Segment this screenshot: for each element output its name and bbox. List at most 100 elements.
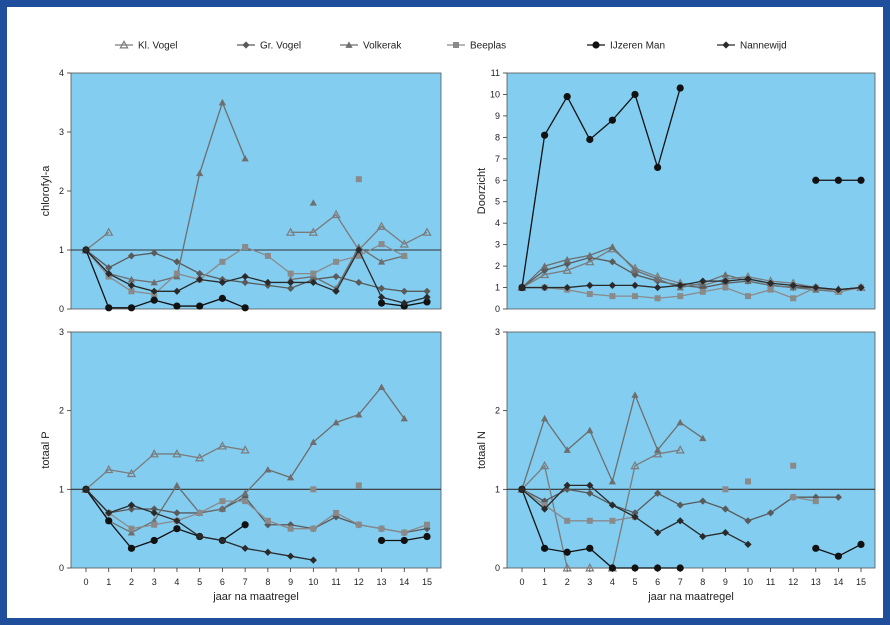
- data-point: [332, 272, 340, 281]
- y-tick-label: 1: [495, 283, 500, 293]
- plot-area: [506, 331, 876, 569]
- data-point: [285, 227, 296, 236]
- data-point: [150, 509, 158, 517]
- legend-marker: [345, 41, 353, 48]
- data-point: [812, 498, 819, 505]
- x-tick-label: 12: [354, 577, 364, 587]
- data-point: [585, 256, 595, 266]
- data-point: [586, 481, 594, 489]
- data-point: [105, 509, 113, 517]
- series-line: [521, 489, 681, 569]
- data-point: [632, 293, 638, 300]
- data-point: [400, 414, 408, 422]
- series-line: [521, 87, 681, 288]
- data-point: [608, 564, 617, 572]
- data-point: [812, 283, 820, 292]
- y-tick-label: 1: [495, 484, 500, 494]
- data-point: [173, 509, 181, 517]
- data-point: [608, 116, 617, 124]
- y-tick-label: 8: [495, 132, 500, 142]
- data-point: [173, 517, 181, 525]
- data-point: [241, 304, 249, 312]
- data-point: [287, 473, 295, 481]
- data-point: [104, 227, 114, 236]
- x-tick-label: 4: [174, 577, 179, 587]
- legend-item: IJzeren Man: [587, 41, 665, 52]
- y-axis-label: totaal N: [476, 431, 488, 469]
- legend-item: Volkerak: [340, 41, 402, 52]
- data-point: [309, 278, 317, 287]
- legend-item: Kl. Vogel: [115, 40, 177, 52]
- data-point: [423, 293, 431, 301]
- data-point: [586, 281, 594, 289]
- data-point: [128, 525, 135, 532]
- data-point: [105, 270, 113, 278]
- x-tick-label: 10: [743, 577, 753, 587]
- series-line: [521, 246, 862, 293]
- data-point: [127, 304, 136, 312]
- data-point: [264, 521, 272, 529]
- data-point: [105, 264, 113, 272]
- data-point: [331, 209, 341, 219]
- data-point: [608, 258, 616, 266]
- data-point: [608, 501, 616, 509]
- legend-label: Nannewijd: [740, 41, 787, 52]
- data-point: [539, 460, 550, 470]
- data-point: [378, 241, 385, 248]
- x-tick-label: 1: [542, 577, 547, 587]
- series: [518, 84, 865, 292]
- x-tick-label: 2: [129, 577, 134, 587]
- data-point: [217, 441, 228, 450]
- data-point: [127, 281, 136, 289]
- data-point: [676, 501, 684, 509]
- data-point: [654, 283, 662, 292]
- data-point: [355, 521, 362, 528]
- x-tick-label: 11: [766, 577, 775, 587]
- y-tick-label: 4: [59, 68, 64, 78]
- data-point: [150, 278, 158, 286]
- data-point: [240, 445, 250, 454]
- data-point: [586, 489, 594, 497]
- data-point: [631, 90, 639, 99]
- y-tick-label: 6: [495, 175, 500, 185]
- data-point: [287, 552, 295, 560]
- data-point: [609, 293, 616, 300]
- data-point: [721, 277, 729, 285]
- y-tick-label: 2: [495, 406, 500, 416]
- data-point: [128, 288, 135, 295]
- data-point: [355, 246, 363, 254]
- data-point: [241, 521, 249, 529]
- data-point: [127, 505, 136, 513]
- x-tick-label: 6: [655, 577, 660, 587]
- data-point: [676, 281, 684, 289]
- data-point: [196, 275, 204, 284]
- data-point: [400, 287, 408, 295]
- data-point: [676, 84, 684, 92]
- data-point: [562, 563, 572, 572]
- y-tick-label: 7: [495, 154, 500, 164]
- series-line: [85, 100, 246, 284]
- data-point: [333, 258, 340, 265]
- data-point: [309, 199, 317, 206]
- data-point: [196, 302, 204, 310]
- series: [518, 275, 865, 294]
- data-point: [424, 521, 430, 528]
- y-tick-label: 9: [495, 111, 500, 121]
- data-point: [631, 564, 639, 572]
- series: [82, 246, 431, 307]
- data-point: [541, 131, 549, 139]
- legend-item: Beeplas: [447, 41, 506, 52]
- x-tick-label: 4: [610, 577, 615, 587]
- x-tick-label: 5: [632, 577, 637, 587]
- data-point: [541, 497, 549, 505]
- series: [82, 485, 317, 564]
- y-tick-label: 3: [495, 327, 500, 337]
- data-point: [264, 548, 272, 556]
- data-point: [564, 517, 571, 524]
- data-point: [287, 284, 295, 292]
- y-tick-label: 2: [59, 406, 64, 416]
- x-tick-label: 3: [587, 577, 592, 587]
- data-point: [287, 525, 294, 532]
- data-point: [541, 283, 549, 292]
- data-point: [812, 544, 820, 552]
